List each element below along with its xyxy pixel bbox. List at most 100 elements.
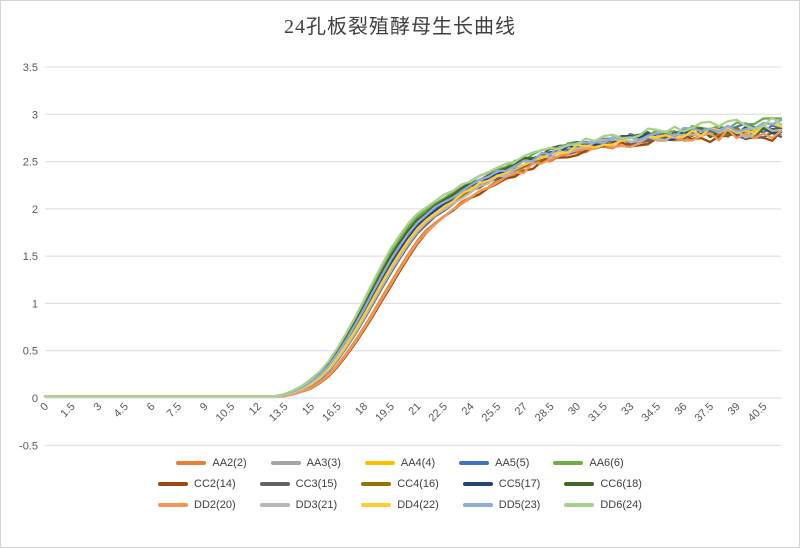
legend-item-cc3-15: CC3(15) bbox=[259, 478, 338, 490]
legend-label: CC2(14) bbox=[194, 478, 236, 490]
x-tick-label: 24 bbox=[460, 401, 477, 418]
x-tick-label: 28.5 bbox=[533, 401, 557, 425]
x-tick-label: 30 bbox=[566, 401, 583, 418]
legend-label: DD3(21) bbox=[295, 499, 338, 511]
series-line-dd2-20 bbox=[43, 128, 783, 398]
legend-label: CC3(15) bbox=[295, 478, 338, 490]
x-tick-label: 0 bbox=[38, 401, 51, 414]
legend-swatch-aa5-5 bbox=[459, 461, 490, 465]
legend-label: AA6(6) bbox=[589, 457, 624, 469]
series-line-cc6-18 bbox=[43, 126, 783, 398]
y-tick-label: 2 bbox=[32, 204, 38, 216]
x-tick-label: 21 bbox=[406, 401, 423, 418]
legend-item-aa4-4: AA4(4) bbox=[364, 457, 436, 469]
series-line-aa2-2 bbox=[43, 127, 783, 398]
x-tick-label: 36 bbox=[672, 401, 689, 418]
x-tick-label: 13.5 bbox=[267, 401, 291, 425]
y-tick-label: 0.5 bbox=[23, 346, 38, 358]
x-tick-label: 39 bbox=[726, 401, 743, 418]
legend-item-dd3-21: DD3(21) bbox=[259, 499, 338, 511]
legend-label: CC4(16) bbox=[397, 478, 439, 490]
legend-swatch-aa3-3 bbox=[270, 461, 301, 465]
x-tick-label: 18 bbox=[353, 401, 370, 418]
y-tick-label: 3 bbox=[32, 109, 38, 121]
series-line-cc3-15 bbox=[43, 130, 783, 398]
legend-item-cc2-14: CC2(14) bbox=[158, 478, 236, 490]
legend: AA2(2) AA3(3) AA4(4) AA5(5) AA6(6) CC2(14) CC3… bbox=[1, 457, 799, 511]
x-tick-label: 31.5 bbox=[586, 401, 610, 425]
legend-label: CC5(17) bbox=[498, 478, 541, 490]
legend-label: DD4(22) bbox=[397, 499, 439, 511]
y-axis-tick-labels: 3.5 3 2.5 2 1.5 1 0.5 0 -0.5 bbox=[19, 62, 38, 452]
legend-item-cc5-17: CC5(17) bbox=[462, 478, 541, 490]
series-line-aa3-3 bbox=[43, 125, 783, 398]
x-tick-label: 19.5 bbox=[373, 401, 397, 425]
y-tick-label: 2.5 bbox=[23, 157, 38, 169]
legend-row: DD2(20) DD3(21) DD4(22) DD5(23) DD6(24) bbox=[158, 499, 642, 511]
x-tick-label: 4.5 bbox=[112, 401, 131, 420]
legend-label: CC6(18) bbox=[600, 478, 642, 490]
legend-swatch-cc5-17 bbox=[462, 482, 493, 486]
x-tick-label: 1.5 bbox=[58, 401, 77, 420]
legend-swatch-cc2-14 bbox=[158, 482, 189, 486]
series-line-aa5-5 bbox=[43, 122, 783, 398]
legend-swatch-dd3-21 bbox=[259, 503, 290, 507]
series-line-cc4-16 bbox=[43, 126, 783, 398]
legend-row: CC2(14) CC3(15) CC4(16) CC5(17) CC6(18) bbox=[158, 478, 642, 490]
legend-item-aa6-6: AA6(6) bbox=[553, 457, 624, 469]
legend-swatch-dd4-22 bbox=[361, 503, 392, 507]
x-tick-label: 27 bbox=[513, 401, 530, 418]
legend-swatch-aa2-2 bbox=[176, 461, 207, 465]
legend-swatch-cc4-16 bbox=[361, 482, 392, 486]
x-tick-label: 40.5 bbox=[746, 401, 770, 425]
legend-item-dd5-23: DD5(23) bbox=[462, 499, 541, 511]
x-tick-label: 7.5 bbox=[165, 401, 184, 420]
x-tick-label: 37.5 bbox=[693, 401, 717, 425]
legend-item-aa3-3: AA3(3) bbox=[270, 457, 341, 469]
legend-label: AA5(5) bbox=[495, 457, 530, 469]
legend-swatch-dd5-23 bbox=[462, 503, 493, 507]
legend-item-aa2-2: AA2(2) bbox=[176, 457, 247, 469]
series-line-cc5-17 bbox=[43, 126, 783, 398]
legend-item-dd4-22: DD4(22) bbox=[361, 499, 439, 511]
legend-swatch-dd2-20 bbox=[158, 503, 189, 507]
legend-swatch-aa4-4 bbox=[364, 461, 395, 465]
x-tick-label: 22.5 bbox=[426, 401, 450, 425]
series-line-dd4-22 bbox=[43, 122, 783, 398]
x-tick-label: 15 bbox=[300, 401, 317, 418]
legend-label: AA3(3) bbox=[306, 457, 341, 469]
legend-label: DD2(20) bbox=[194, 499, 236, 511]
x-tick-label: 12 bbox=[247, 401, 264, 418]
legend-item-dd2-20: DD2(20) bbox=[158, 499, 236, 511]
legend-row: AA2(2) AA3(3) AA4(4) AA5(5) AA6(6) bbox=[176, 457, 624, 469]
legend-label: AA4(4) bbox=[400, 457, 436, 469]
legend-item-cc6-18: CC6(18) bbox=[564, 478, 642, 490]
legend-item-dd6-24: DD6(24) bbox=[564, 499, 642, 511]
legend-swatch-cc6-18 bbox=[564, 482, 595, 486]
x-tick-label: 10.5 bbox=[214, 401, 238, 425]
y-tick-label: 1 bbox=[32, 298, 38, 310]
x-tick-label: 33 bbox=[619, 401, 636, 418]
legend-item-cc4-16: CC4(16) bbox=[361, 478, 439, 490]
series-line-cc2-14 bbox=[43, 130, 783, 398]
x-tick-label: 25.5 bbox=[480, 401, 504, 425]
chart-title: 24孔板裂殖酵母生长曲线 bbox=[284, 16, 516, 38]
x-tick-label: 16.5 bbox=[320, 401, 344, 425]
x-tick-label: 9 bbox=[198, 401, 211, 414]
series-line-dd3-21 bbox=[43, 124, 783, 398]
series-line-aa6-6 bbox=[43, 117, 783, 398]
y-tick-label: 1.5 bbox=[23, 251, 38, 263]
x-tick-label: 34.5 bbox=[639, 401, 663, 425]
series-line-aa4-4 bbox=[43, 122, 783, 398]
y-tick-label: 0 bbox=[32, 393, 38, 405]
legend-label: DD6(24) bbox=[600, 499, 642, 511]
x-axis-tick-labels: 0 1.5 3 4.5 6 7.5 9 10.5 12 13.5 15 16.5 18 19.5 21 22.… bbox=[38, 401, 769, 425]
legend-swatch-cc3-15 bbox=[259, 482, 290, 486]
y-tick-label: -0.5 bbox=[19, 440, 38, 452]
legend-label: DD5(23) bbox=[498, 499, 541, 511]
legend-item-aa5-5: AA5(5) bbox=[459, 457, 529, 469]
legend-swatch-aa6-6 bbox=[553, 461, 584, 465]
legend-label: AA2(2) bbox=[212, 457, 247, 469]
